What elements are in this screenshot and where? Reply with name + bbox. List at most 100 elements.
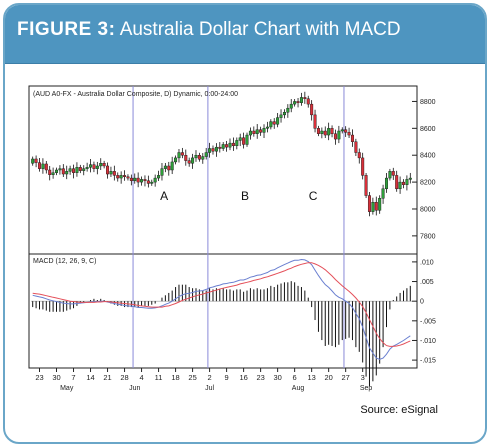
candle-body (320, 130, 324, 134)
figure-label: FIGURE 3: (17, 19, 116, 40)
macd-ytick-label: .005 (420, 279, 434, 286)
candle-body (276, 117, 280, 125)
candle-body (34, 158, 38, 163)
x-tick-label: 11 (155, 373, 163, 382)
candle-body (191, 157, 195, 164)
x-tick-label: 23 (256, 373, 264, 382)
candle-body (78, 167, 82, 171)
candle-body (367, 195, 371, 212)
x-tick-label: 4 (139, 373, 143, 382)
figure-title: FIGURE 3: Australia Dollar Chart with MA… (17, 19, 401, 41)
candle-body (405, 179, 409, 185)
candle-body (187, 160, 191, 164)
x-tick-label: 6 (293, 373, 297, 382)
candle-body (41, 163, 45, 169)
candle-body (333, 133, 337, 140)
candle-body (140, 179, 144, 183)
x-month-label: Jul (205, 385, 214, 392)
x-tick-label: 9 (225, 373, 229, 382)
x-tick-label: 7 (71, 373, 75, 382)
candle-body (235, 140, 239, 147)
candle-body (269, 121, 273, 128)
candle-body (231, 142, 235, 147)
candle-body (378, 198, 382, 211)
candle-body (89, 164, 93, 168)
macd-yaxis: .010 .005 0 -.005 -.010 -.015 (412, 259, 436, 365)
candle-body (146, 180, 150, 184)
candle-body (293, 101, 297, 105)
price-ytick-label: 7800 (420, 233, 436, 240)
candle-body (129, 177, 133, 181)
candle-body (211, 148, 215, 152)
x-tick-label: 23 (35, 373, 43, 382)
candle-body (262, 128, 266, 133)
candle-body (65, 171, 69, 175)
candle-body (265, 126, 269, 129)
candle-body (255, 129, 259, 134)
candle-body (136, 177, 140, 183)
price-ytick-label: 8200 (420, 180, 436, 187)
segment-label: A (160, 189, 168, 203)
candle-body (197, 155, 201, 160)
candle-body (408, 177, 412, 180)
candles (31, 91, 412, 217)
segment-label: B (241, 189, 249, 203)
macd-panel-label: MACD (12, 26, 9, C) (33, 258, 96, 265)
candle-body (242, 137, 246, 145)
candle-body (116, 175, 120, 179)
price-panel-label: (AUD A0-FX - Australia Dollar Composite,… (33, 91, 238, 98)
candle-body (68, 168, 72, 172)
candle-body (99, 163, 103, 167)
x-tick-label: 27 (341, 373, 349, 382)
candle-body (354, 141, 358, 153)
figure-header (5, 5, 485, 64)
candle-body (340, 129, 344, 132)
candle-body (388, 171, 392, 179)
candle-body (327, 128, 331, 136)
price-gridlines (412, 100, 417, 237)
candle-body (72, 168, 76, 173)
candle-body (313, 114, 317, 129)
candle-body (55, 169, 59, 173)
segment-label: C (309, 189, 318, 203)
candle-body (218, 146, 222, 149)
x-tick-label: 20 (324, 373, 332, 382)
candle-body (296, 101, 300, 103)
candle-body (252, 130, 256, 134)
candle-body (170, 161, 174, 171)
candle-body (272, 121, 276, 125)
candle-body (163, 165, 167, 169)
candle-body (38, 162, 41, 169)
candle-body (384, 177, 388, 190)
candle-body (381, 188, 385, 199)
candle-body (344, 129, 348, 133)
candle-body (102, 163, 106, 167)
x-tick-label: 21 (103, 373, 111, 382)
signal-line (32, 262, 411, 347)
segment-dividers (132, 86, 345, 368)
candle-body (58, 168, 62, 171)
figure-title-text: Australia Dollar Chart with MACD (119, 19, 401, 40)
candle-body (361, 157, 365, 176)
candle-body (357, 152, 361, 159)
candle-body (109, 171, 113, 175)
x-tick-label: 30 (273, 373, 281, 382)
candle-body (75, 167, 79, 173)
candle-body (347, 132, 351, 136)
candle-body (282, 111, 286, 116)
figure-frame: FIGURE 3: Australia Dollar Chart with MA… (3, 3, 487, 444)
candle-body (123, 175, 127, 177)
x-tick-label: 2 (208, 373, 212, 382)
candle-body (85, 167, 89, 169)
candle-body (126, 176, 130, 179)
candle-body (228, 142, 232, 148)
candle-body (248, 130, 252, 136)
candle-body (95, 165, 99, 169)
candle-body (112, 171, 116, 176)
x-month-label: May (60, 385, 74, 392)
macd-ytick-label: 0 (420, 299, 424, 306)
candle-body (299, 97, 303, 103)
candle-body (157, 175, 161, 179)
x-tick-label: 3 (361, 373, 365, 382)
